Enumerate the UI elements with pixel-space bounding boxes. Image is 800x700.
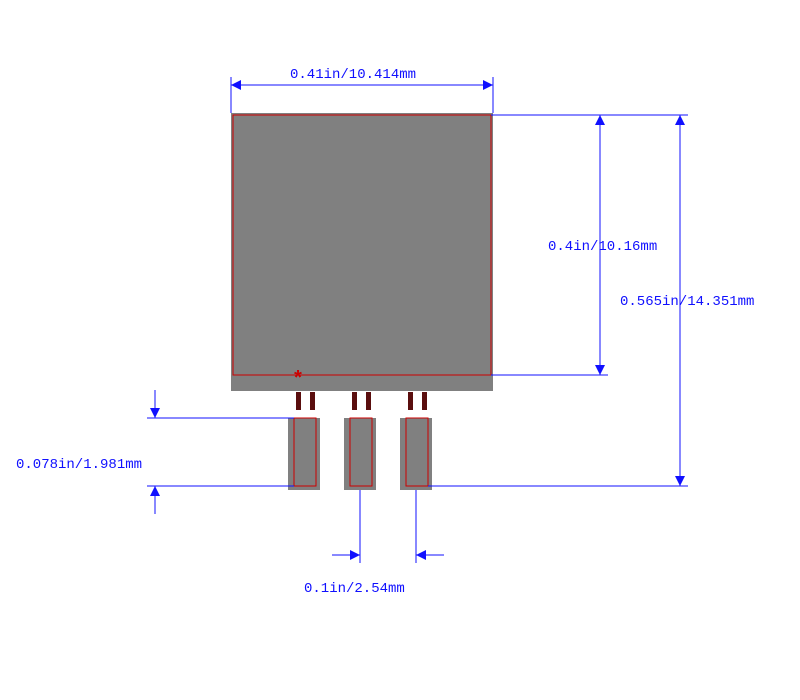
pin [288, 418, 320, 490]
component-body [231, 113, 493, 391]
dim-pitch-label: 0.1in/2.54mm [304, 581, 405, 597]
dim-bodyheight-label: 0.4in/10.16mm [548, 239, 657, 255]
pin-stub [352, 392, 357, 410]
pin-stub [296, 392, 301, 410]
pin-stub [366, 392, 371, 410]
pin-stub [310, 392, 315, 410]
pin [400, 418, 432, 490]
dim-pinlen-label: 0.078in/1.981mm [16, 457, 142, 473]
pin [344, 418, 376, 490]
origin-marker: * [292, 369, 304, 392]
dim-totalheight-label: 0.565in/14.351mm [620, 294, 754, 310]
pin-stub [422, 392, 427, 410]
dim-width-label: 0.41in/10.414mm [290, 67, 416, 83]
pin-stub [408, 392, 413, 410]
